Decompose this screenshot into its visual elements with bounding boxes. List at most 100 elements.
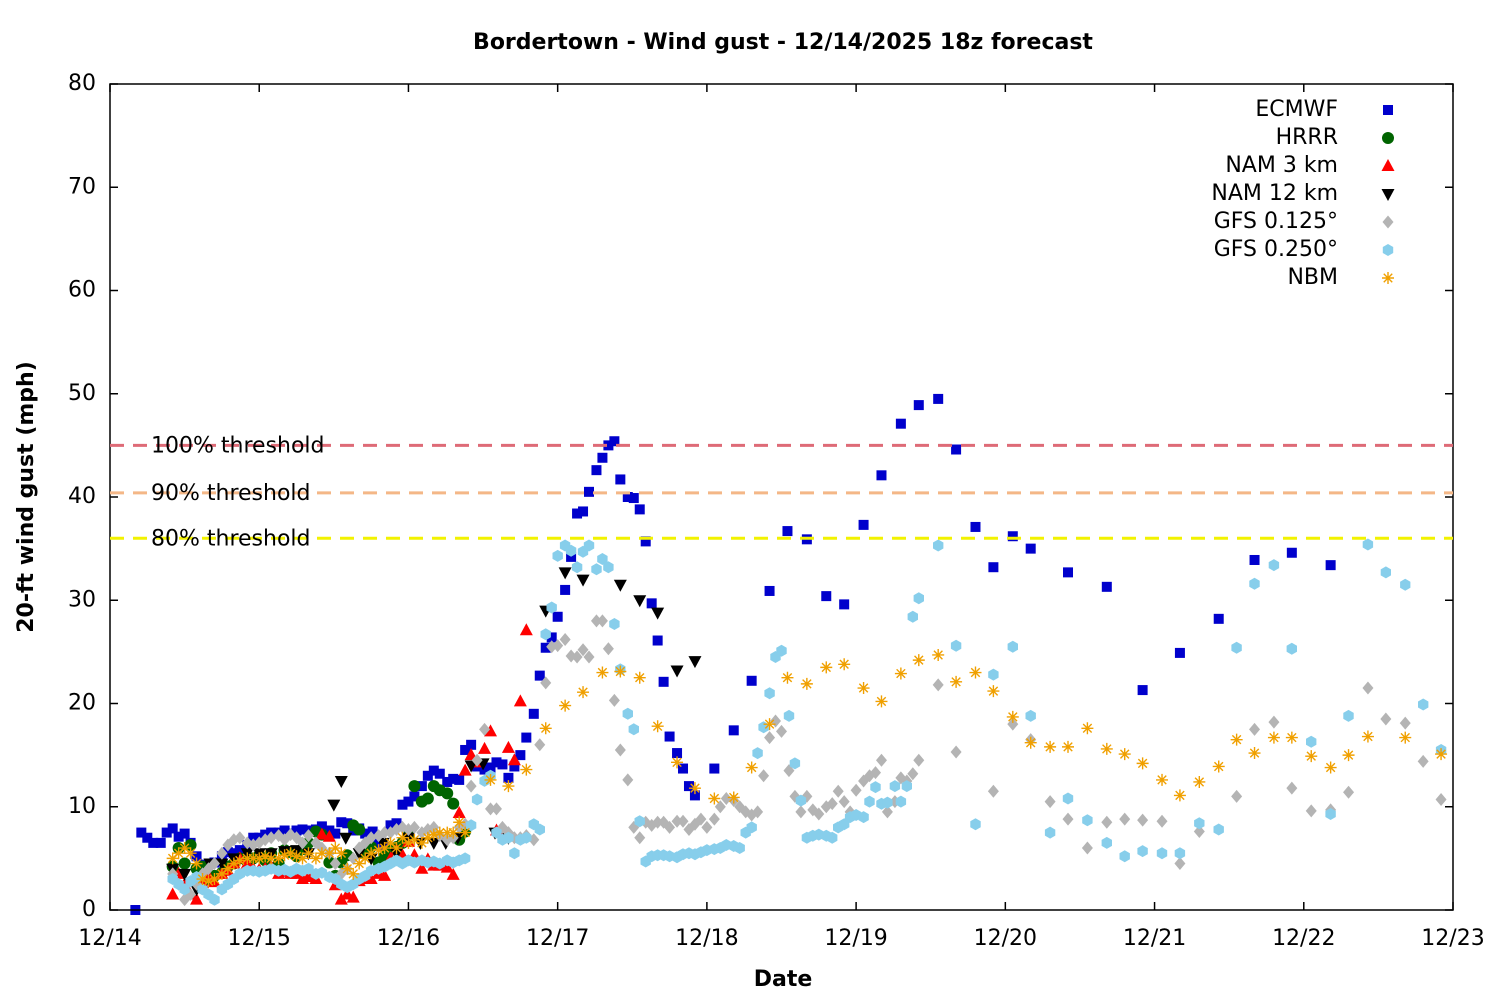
marker-asterisk <box>820 661 833 674</box>
marker-square <box>234 845 245 856</box>
marker-diamond <box>265 831 277 845</box>
marker-diamond <box>347 851 359 865</box>
marker-asterisk <box>1118 748 1131 761</box>
marker-hexagon <box>839 818 850 831</box>
marker-asterisk <box>296 852 309 865</box>
marker-hexagon <box>591 563 602 576</box>
marker-hexagon <box>864 795 875 808</box>
legend-label: ECMWF <box>1255 97 1338 122</box>
marker-hexagon <box>1194 817 1205 830</box>
marker-asterisk <box>559 699 572 712</box>
marker-diamond <box>465 779 477 793</box>
marker-diamond <box>571 650 583 664</box>
marker-square <box>297 824 308 835</box>
marker-square <box>385 820 396 831</box>
marker-triangle <box>346 890 360 903</box>
marker-square <box>191 851 202 862</box>
x-tick-label: 12/20 <box>974 926 1037 951</box>
marker-asterisk <box>484 773 497 786</box>
y-tick-label: 80 <box>68 71 96 96</box>
marker-square <box>578 506 589 517</box>
plot-marks <box>130 393 1448 915</box>
marker-asterisk <box>1024 736 1037 749</box>
marker-triangle <box>484 724 498 737</box>
marker-triangle <box>364 872 378 885</box>
marker-diamond <box>987 784 999 798</box>
marker-triangle-down <box>670 665 684 678</box>
y-tick-label: 60 <box>68 278 96 303</box>
marker-asterisk <box>208 873 221 886</box>
marker-diamond <box>208 857 220 871</box>
x-tick-label: 12/18 <box>675 926 738 951</box>
marker-triangle <box>440 860 454 873</box>
marker-hexagon <box>209 893 220 906</box>
marker-diamond <box>540 676 552 690</box>
marker-circle <box>421 792 434 805</box>
marker-hexagon <box>1380 566 1391 579</box>
marker-asterisk <box>253 852 266 865</box>
marker-square <box>1249 554 1260 565</box>
marker-square <box>858 519 869 530</box>
y-tick-label: 20 <box>68 691 96 716</box>
marker-triangle <box>378 868 392 881</box>
marker-circle <box>302 836 315 849</box>
y-tick-label: 50 <box>68 381 96 406</box>
marker-asterisk <box>1267 731 1280 744</box>
marker-asterisk <box>329 842 342 855</box>
marker-diamond <box>695 812 707 826</box>
marker-circle <box>441 787 454 800</box>
marker-asterisk <box>221 862 234 875</box>
marker-hexagon <box>764 687 775 700</box>
marker-hexagon <box>1062 792 1074 805</box>
marker-square <box>279 825 290 836</box>
legend-label: NAM 3 km <box>1225 153 1338 178</box>
x-tick-label: 12/14 <box>78 926 141 951</box>
marker-asterisk <box>323 847 336 860</box>
threshold-label: 90% threshold <box>151 481 311 506</box>
legend-label: GFS 0.125° <box>1214 209 1338 234</box>
marker-asterisk <box>278 849 291 862</box>
marker-asterisk <box>1006 710 1019 723</box>
marker-square <box>248 832 259 843</box>
marker-asterisk <box>453 816 466 829</box>
marker-diamond <box>1193 825 1205 839</box>
marker-hexagon <box>628 723 639 736</box>
legend-marker <box>1381 159 1395 171</box>
marker-square <box>142 832 153 843</box>
marker-diamond <box>1119 812 1131 826</box>
marker-square <box>1025 543 1036 554</box>
marker-triangle-down <box>688 656 702 669</box>
marker-square <box>454 774 465 785</box>
marker-square <box>336 817 347 828</box>
marker-square <box>988 562 999 573</box>
marker-square <box>597 452 608 463</box>
marker-diamond <box>1343 785 1355 799</box>
y-tick-label: 40 <box>68 484 96 509</box>
marker-asterisk <box>390 842 403 855</box>
marker-diamond <box>652 815 664 829</box>
marker-diamond <box>813 807 825 821</box>
marker-square <box>1063 567 1074 578</box>
marker-hexagon <box>460 852 471 865</box>
marker-hexagon <box>583 539 595 552</box>
legend-label: GFS 0.250° <box>1214 237 1338 262</box>
marker-asterisk <box>421 831 434 844</box>
marker-hexagon <box>1306 735 1317 748</box>
marker-asterisk <box>372 844 385 857</box>
marker-hexagon <box>933 539 944 552</box>
marker-diamond <box>677 814 689 828</box>
marker-square <box>1007 531 1018 542</box>
marker-square <box>1213 613 1224 624</box>
marker-diamond <box>1417 754 1429 768</box>
x-tick-label: 12/22 <box>1272 926 1335 951</box>
marker-square <box>566 551 577 562</box>
marker-asterisk <box>172 847 185 860</box>
marker-asterisk <box>184 847 197 860</box>
marker-diamond <box>471 753 483 767</box>
marker-square <box>448 773 459 784</box>
marker-square <box>167 823 178 834</box>
marker-diamond <box>485 802 497 816</box>
marker-triangle-down <box>327 799 341 812</box>
marker-asterisk <box>1044 740 1057 753</box>
marker-asterisk <box>950 675 963 688</box>
